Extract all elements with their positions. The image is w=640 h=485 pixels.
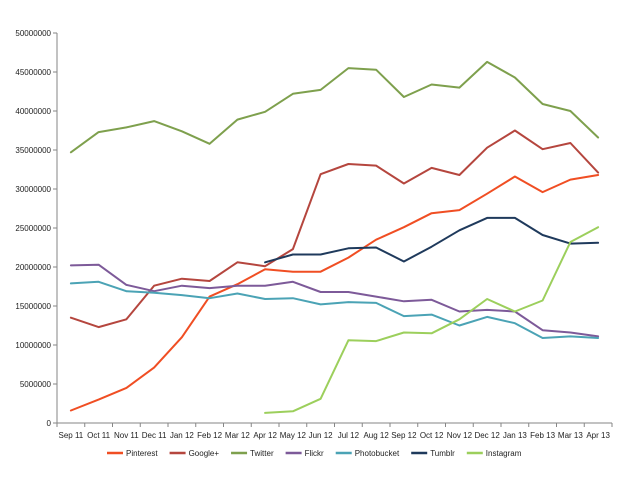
x-tick-label: Sep 12 <box>391 431 417 440</box>
legend-label-google-: Google+ <box>189 449 220 458</box>
legend-label-pinterest: Pinterest <box>126 449 158 458</box>
series-line-instagram <box>264 226 600 414</box>
y-tick-label: 0 <box>47 419 52 428</box>
x-tick-label: Nov 12 <box>447 431 473 440</box>
x-tick-label: Jul 12 <box>338 431 360 440</box>
x-tick-label: Oct 11 <box>87 431 111 440</box>
series-line-photobucket <box>69 280 600 339</box>
series-line-pinterest <box>69 174 600 412</box>
x-tick-label: Jan 13 <box>503 431 528 440</box>
legend-label-tumblr: Tumblr <box>430 449 455 458</box>
x-tick-label: Sep 11 <box>58 431 83 440</box>
y-tick-label: 10000000 <box>15 341 51 350</box>
legend-label-flickr: Flickr <box>305 449 324 458</box>
series-line-flickr <box>69 263 600 338</box>
x-tick-label: Feb 12 <box>197 431 222 440</box>
x-tick-label: May 12 <box>280 431 307 440</box>
x-tick-label: Apr 13 <box>586 431 610 440</box>
y-tick-label: 20000000 <box>15 263 51 272</box>
axes <box>53 32 613 427</box>
series-line-twitter <box>69 60 600 154</box>
x-tick-label: Jan 12 <box>170 431 195 440</box>
y-tick-label: 45000000 <box>15 68 51 77</box>
x-tick-labels: Sep 11 Oct 11 Nov 11 Dec 11 Jan 12 Feb 12 Mar … <box>58 431 610 440</box>
x-tick-label: Feb 13 <box>530 431 555 440</box>
x-tick-label: Mar 13 <box>558 431 583 440</box>
series-line-google- <box>69 129 600 329</box>
series-line-tumblr <box>264 216 600 264</box>
x-tick-label: Aug 12 <box>363 431 389 440</box>
legend-label-twitter: Twitter <box>250 449 274 458</box>
x-tick-label: Oct 12 <box>420 431 444 440</box>
x-tick-label: Jun 12 <box>309 431 334 440</box>
y-tick-label: 5000000 <box>20 380 52 389</box>
x-tick-label: Nov 11 <box>114 431 139 440</box>
series-lines <box>69 60 600 414</box>
y-tick-label: 30000000 <box>15 185 51 194</box>
legend-label-photobucket: Photobucket <box>355 449 400 458</box>
y-tick-label: 50000000 <box>15 29 51 38</box>
y-tick-label: 40000000 <box>15 107 51 116</box>
legend-label-instagram: Instagram <box>486 449 522 458</box>
y-tick-label: 25000000 <box>15 224 51 233</box>
legend: Pinterest Google+ Twitter Flickr Photobucket… <box>107 449 522 458</box>
y-tick-label: 35000000 <box>15 146 51 155</box>
x-tick-label: Dec 12 <box>474 431 500 440</box>
y-tick-label: 15000000 <box>15 302 51 311</box>
x-tick-label: Apr 12 <box>253 431 277 440</box>
y-tick-labels: 0 5000000 10000000 15000000 20000000 25000000… <box>15 29 51 428</box>
x-tick-label: Mar 12 <box>225 431 250 440</box>
x-tick-label: Dec 11 <box>142 431 167 440</box>
